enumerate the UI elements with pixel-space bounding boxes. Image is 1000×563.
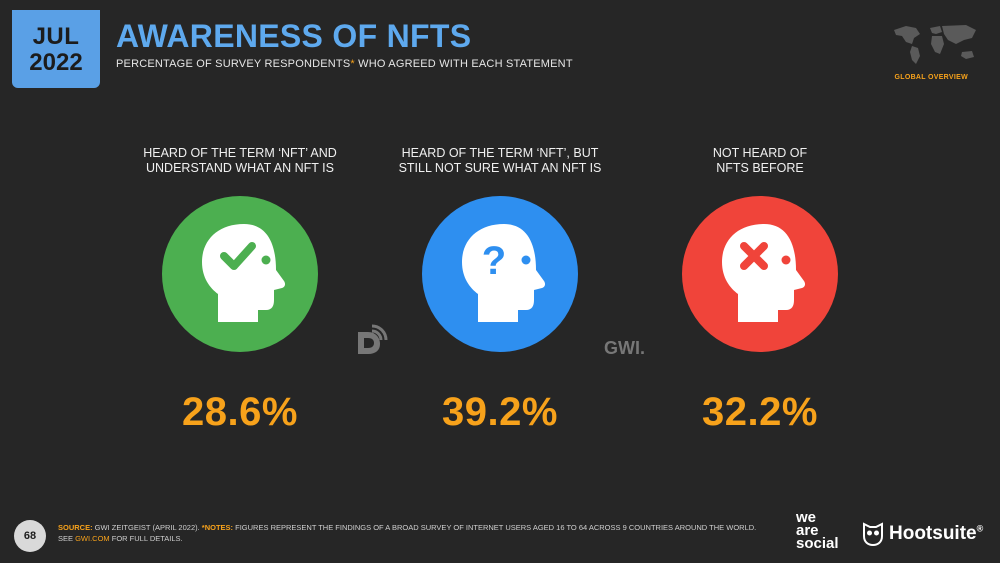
stat-value: 32.2% (702, 390, 818, 434)
was-line1: we (796, 509, 817, 526)
head-cross-icon (682, 196, 838, 352)
footer-source: SOURCE: GWI ZEITGEIST (APRIL 2022). *NOT… (58, 522, 758, 544)
subtitle-text: PERCENTAGE OF SURVEY RESPONDENTS (116, 58, 351, 70)
stat-circle (682, 196, 838, 352)
stat-not-heard: NOT HEARD OF NFTS BEFORE 32.2% (630, 146, 890, 435)
subtitle-asterisk: * (350, 58, 355, 70)
hootsuite-mark: ® (976, 523, 984, 534)
owl-icon (863, 522, 883, 546)
source-label: SOURCE: (58, 523, 93, 532)
notes-label: *NOTES: (201, 523, 234, 532)
subtitle-text-rest: WHO AGREED WITH EACH STATEMENT (354, 58, 573, 70)
stat-label: HEARD OF THE TERM ‘NFT’ AND UNDERSTAND W… (143, 146, 337, 175)
head-question-icon: ? (422, 196, 578, 352)
source-text: GWI ZEITGEIST (APRIL 2022). (92, 523, 202, 532)
svg-text:?: ? (482, 239, 506, 283)
stat-value: 28.6% (182, 390, 298, 434)
gwi-logo: GWI. (604, 338, 645, 358)
see-text: SEE (58, 534, 76, 543)
stat-understand: HEARD OF THE TERM ‘NFT’ AND UNDERSTAND W… (110, 146, 370, 435)
head-check-icon (162, 196, 318, 352)
stat-value: 39.2% (442, 390, 558, 434)
date-month: JUL (32, 23, 80, 50)
hootsuite-logo: Hootsuite® (862, 520, 983, 548)
stat-not-sure: HEARD OF THE TERM ‘NFT’, BUT STILL NOT S… (370, 146, 630, 435)
page-title: AWARENESS OF NFTS (116, 18, 472, 54)
stat-label: NOT HEARD OF NFTS BEFORE (712, 146, 808, 175)
notes-text: FIGURES REPRESENT THE FINDINGS OF A BROA… (233, 523, 757, 532)
stat-circle: ? (422, 196, 578, 352)
was-line3: social (796, 535, 839, 552)
page-number: 68 (14, 520, 46, 552)
hootsuite-text: Hootsuite® (889, 523, 983, 545)
region-label: GLOBAL OVERVIEW (894, 74, 968, 81)
see-after: FOR FULL DETAILS. (109, 534, 183, 543)
gwi-link[interactable]: GWI.COM (75, 534, 110, 543)
date-badge: JUL 2022 (12, 10, 100, 88)
date-year: 2022 (29, 49, 83, 76)
datareportal-logo-icon (358, 324, 388, 354)
hootsuite-name: Hootsuite (889, 523, 977, 544)
world-map-icon (894, 25, 976, 64)
page-subtitle: PERCENTAGE OF SURVEY RESPONDENTS* WHO AG… (116, 58, 573, 70)
we-are-social-logo: we are social (796, 509, 839, 552)
stat-label: HEARD OF THE TERM ‘NFT’, BUT STILL NOT S… (398, 146, 602, 175)
was-line2: are (796, 522, 819, 539)
stat-circle (162, 196, 318, 352)
